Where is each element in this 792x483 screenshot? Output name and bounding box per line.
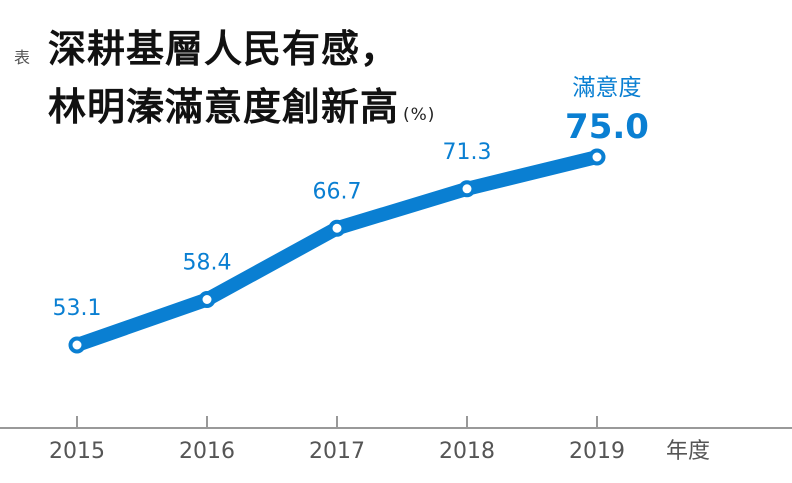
chart-title-line-2: 林明溱滿意度創新高 (%) — [48, 76, 435, 131]
table-tag: 表 — [14, 48, 31, 67]
x-tick-label: 2019 — [569, 439, 625, 464]
x-tick-label: 2018 — [439, 439, 495, 464]
data-label: 58.4 — [183, 251, 232, 276]
x-tick-label: 2015 — [49, 439, 105, 464]
data-point — [68, 336, 86, 354]
chart-title-line-2-text: 林明溱滿意度創新高 — [48, 85, 400, 129]
unit-label: (%) — [403, 105, 436, 125]
data-label: 66.7 — [313, 179, 362, 204]
data-point — [328, 219, 346, 237]
data-label: 53.1 — [53, 296, 102, 321]
data-label: 71.3 — [443, 140, 492, 165]
data-point — [198, 291, 216, 309]
data-point — [588, 148, 606, 166]
x-tick-label: 2017 — [309, 439, 365, 464]
x-tick-label: 2016 — [179, 439, 235, 464]
highlight-series-label: 滿意度 — [573, 75, 642, 101]
x-axis-title: 年度 — [666, 439, 710, 464]
highlight-value-label: 75.0 — [565, 107, 649, 147]
data-point — [458, 180, 476, 198]
chart-title-line-1: 深耕基層人民有感， — [48, 27, 400, 71]
